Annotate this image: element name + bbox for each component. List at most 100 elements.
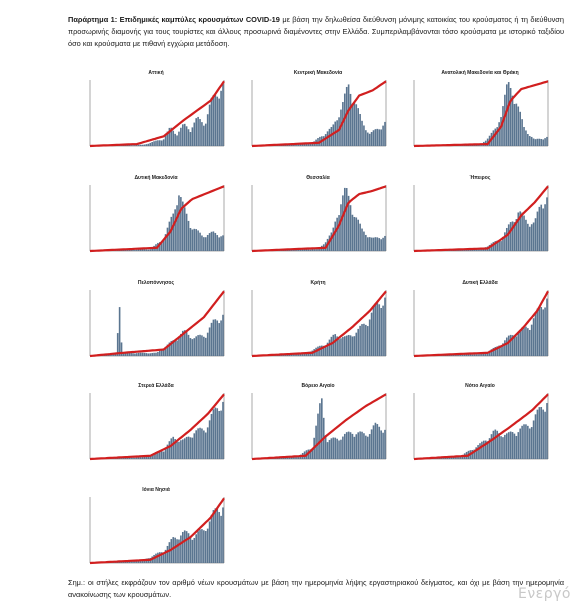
bar (132, 560, 134, 563)
bar (143, 144, 146, 146)
bar (330, 336, 333, 356)
bar (183, 123, 186, 146)
bar (159, 242, 161, 251)
chart-svg (89, 185, 225, 253)
bar (471, 249, 474, 251)
bar (376, 128, 379, 146)
bar (180, 333, 182, 356)
bar (214, 407, 217, 459)
bar (162, 349, 165, 356)
bar (513, 222, 516, 251)
bar (160, 241, 163, 251)
chart-svg (89, 393, 225, 461)
bar (136, 560, 138, 563)
bar (338, 215, 340, 251)
bar (509, 222, 512, 251)
bar (151, 454, 153, 459)
bar (155, 553, 157, 563)
bar (307, 249, 310, 251)
bar (490, 243, 493, 251)
bar (174, 133, 176, 146)
bar (199, 119, 201, 146)
bar (365, 130, 367, 146)
bar (294, 144, 296, 146)
bar (368, 319, 371, 356)
bar (160, 140, 163, 146)
bar (357, 328, 359, 356)
bar (174, 439, 176, 459)
bar (136, 144, 138, 146)
bar (185, 436, 188, 459)
bar (374, 422, 377, 459)
bar (347, 84, 350, 146)
bar (492, 347, 495, 356)
bar (502, 236, 504, 251)
bar (336, 217, 338, 251)
bar (483, 352, 485, 356)
bar (361, 431, 363, 459)
bar (519, 428, 521, 459)
bar (181, 201, 184, 251)
bar (222, 401, 224, 459)
bar (525, 424, 527, 459)
bar (477, 354, 479, 356)
bar (498, 433, 500, 459)
bar (534, 218, 537, 251)
bar (473, 249, 476, 251)
bar (303, 352, 306, 356)
bar (141, 352, 144, 356)
bar (206, 114, 209, 146)
bar (368, 237, 371, 251)
bar (220, 90, 222, 146)
bar (328, 339, 331, 356)
bar (532, 420, 535, 459)
bar (467, 249, 470, 251)
bar (374, 303, 377, 356)
bar (477, 445, 479, 459)
bar (370, 132, 373, 146)
bar (384, 429, 386, 459)
bar (475, 354, 477, 356)
chart-panel: Ιόνια Νησιά (78, 487, 234, 575)
bar (212, 231, 215, 251)
bar (515, 336, 518, 356)
bar (214, 232, 217, 251)
bar (384, 121, 386, 146)
bar (527, 328, 529, 356)
bar (292, 249, 294, 251)
bar (139, 352, 142, 356)
bar (176, 441, 178, 459)
bar (505, 84, 508, 146)
bar (309, 143, 312, 146)
bar (326, 442, 329, 459)
bar (505, 337, 508, 356)
bar (382, 125, 384, 146)
bar (380, 239, 382, 251)
bar (222, 314, 224, 356)
bar (317, 249, 319, 251)
bar (527, 425, 529, 459)
bar (299, 249, 302, 251)
bar (528, 428, 531, 459)
chart-svg (413, 290, 549, 358)
bar (130, 457, 132, 459)
bar (124, 457, 127, 459)
chart-title: Κεντρική Μακεδονία (293, 70, 343, 76)
bar (203, 237, 205, 251)
bar (456, 456, 458, 459)
bar (317, 346, 319, 356)
bar (521, 327, 523, 356)
cumulative-line (251, 290, 387, 358)
bar (351, 214, 354, 251)
bar (185, 531, 188, 563)
bar (347, 195, 350, 251)
bar (208, 521, 211, 563)
bar (162, 451, 165, 459)
bar (206, 427, 209, 459)
bar (504, 340, 506, 356)
bar (159, 140, 161, 146)
bar (137, 457, 140, 459)
bar (378, 426, 381, 459)
bar (465, 354, 468, 356)
bar (139, 457, 142, 459)
